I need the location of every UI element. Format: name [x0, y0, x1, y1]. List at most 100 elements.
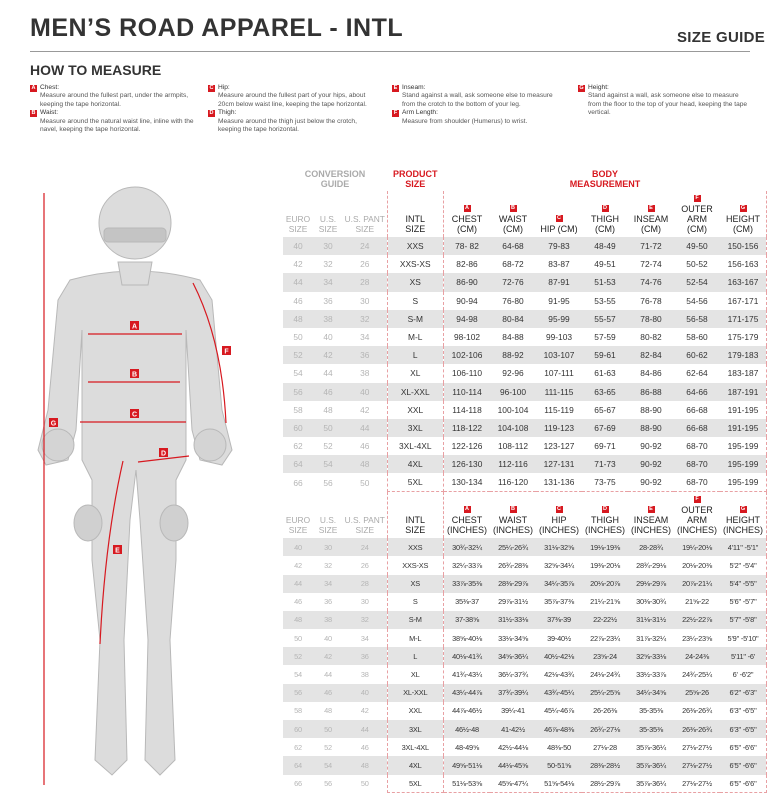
page-title: MEN’S ROAD APPAREL - INTL — [30, 14, 404, 42]
measurement-cell: 48-49⅝ — [455, 742, 479, 752]
intl-size-cell: S-M — [386, 610, 444, 630]
conversion-cell: 54 — [293, 368, 303, 379]
svg-text:D: D — [161, 451, 166, 458]
intl-size-cell: XXS-XS — [386, 556, 444, 575]
conversion-cell: 64 — [283, 756, 313, 775]
measurement-cell: 43¼-44⅞ — [443, 683, 490, 702]
measurement-cell: 26⅜-26¾ — [682, 706, 712, 716]
measurement-cell: 6'5" -6'6" — [720, 774, 767, 794]
column-label: CHEST (CM) — [451, 214, 483, 234]
conversion-cell: 48 — [323, 404, 333, 415]
conversion-cell: 32 — [323, 259, 333, 270]
svg-text:E: E — [115, 548, 120, 555]
measurement-cell: 32¼-33⅞ — [452, 560, 482, 570]
measurement-cell: 95-99 — [536, 309, 582, 328]
measurement-cell: 19⅜-20⅛ — [590, 560, 620, 570]
measurement-cell: 5'9" -5'10" — [720, 629, 767, 648]
conversion-cell: 36 — [324, 597, 332, 607]
measurement-cell: 69-71 — [594, 441, 616, 452]
conversion-cell: 48 — [343, 455, 387, 474]
label-D: D — [159, 448, 168, 458]
measurement-cell: 150-156 — [720, 237, 767, 256]
measurement-cell: 76-80 — [502, 295, 524, 306]
measurement-cell: 41¾-43¼ — [452, 670, 482, 680]
body-figure-illustration: A B C D E F G — [37, 186, 233, 785]
measurement-cell: 25¼-25⅝ — [582, 683, 628, 702]
measurement-cell: 37⅜-39 — [536, 610, 582, 630]
measurement-cell: 183-187 — [720, 364, 767, 383]
measurement-cell: 82-84 — [628, 346, 674, 365]
column-label: HEIGHT (INCHES) — [723, 515, 763, 536]
measurement-cell: 46½-48 — [443, 720, 490, 739]
conversion-cell: 36 — [343, 346, 387, 365]
measurement-cell: 6'5" -6'6" — [720, 738, 767, 757]
measurement-cell: 123-127 — [543, 441, 575, 452]
measurement-cell: 28½-29⅞ — [582, 774, 628, 794]
measurement-cell: 90-92 — [628, 473, 674, 493]
measurement-cell: 19⅛-19⅜ — [582, 538, 628, 557]
cm-header-row: EURO SIZE U.S. SIZE U.S. PANT SIZE INTL SIZ… — [283, 191, 767, 237]
measurement-cell: 39-40½ — [547, 633, 571, 643]
table-row: 62 52 46 3XL-4XL 122-126 108-112 123-127 69-71 9… — [283, 437, 767, 456]
measurement-cell: 5'2" -5'4" — [720, 556, 767, 575]
conversion-cell: 40 — [343, 683, 387, 702]
conversion-cell: 28 — [343, 273, 387, 292]
conversion-cell: 32 — [343, 309, 387, 328]
measurement-cell: 51-53 — [582, 273, 628, 292]
conversion-cell: 48 — [283, 309, 313, 328]
conversion-cell: 34 — [360, 633, 369, 643]
column-label: HIP (INCHES) — [539, 515, 579, 536]
measurement-cell: 32⅝-33⅛ — [628, 647, 674, 666]
measurement-cell: 115-119 — [544, 404, 574, 415]
instruction-column: G Height: Stand against a wall, ask someo… — [578, 84, 748, 118]
measurement-cell: 104-108 — [490, 418, 536, 438]
conversion-cell: 48 — [324, 706, 332, 716]
conversion-cell: 32 — [343, 610, 387, 630]
measurement-cell: 67-69 — [582, 418, 628, 438]
measurement-cell: 55-57 — [582, 309, 628, 328]
table-row: 62 52 46 3XL-4XL 48-49⅝ 42½-44⅛ 48⅜-50 27⅛-28 35… — [283, 738, 767, 757]
svg-text:A: A — [132, 324, 137, 331]
measurement-cell: 156-163 — [720, 255, 767, 274]
column-label: THIGH (INCHES) — [585, 515, 625, 536]
intl-size-cell: XXL — [386, 400, 444, 419]
measurement-cell: 34⅝-36¼ — [490, 647, 536, 666]
svg-text:C: C — [132, 412, 137, 419]
measurement-cell: 38⅝-40⅛ — [452, 633, 482, 643]
conversion-column-header: U.S. SIZE — [318, 214, 338, 234]
instruction-label: Hip: — [218, 84, 230, 91]
measurement-cell: 22½-22⅞ — [674, 610, 720, 630]
intl-size-cell: XL — [386, 665, 444, 684]
conversion-cell: 44 — [283, 273, 313, 292]
conversion-cell: 60 — [283, 418, 313, 438]
measurement-cell: 35⅞-36¼ — [628, 756, 674, 775]
measurement-cell: 35-35⅜ — [639, 706, 663, 716]
measurement-cell: 26-26⅜ — [593, 706, 617, 716]
measurement-cell: 114-118 — [452, 404, 482, 415]
measurement-cell: 31⅞-32¼ — [636, 633, 666, 643]
letter-badge: G — [578, 84, 585, 92]
measurement-cell: 35-35⅜ — [628, 720, 674, 739]
measurement-cell: 32⅝-34¼ — [544, 560, 574, 570]
conversion-cell: 58 — [293, 404, 303, 415]
conversion-cell: 30 — [360, 295, 370, 306]
measurement-cell: 68-72 — [502, 259, 524, 270]
conversion-column-header: U.S. SIZE — [318, 515, 338, 536]
conversion-cell: 46 — [360, 441, 370, 452]
letter-badge: E — [392, 84, 399, 92]
measurement-column-header: E INSEAM (INCHES) — [628, 492, 674, 539]
measurement-cell: 90-92 — [628, 455, 674, 474]
measurement-cell: 19¼-20⅛ — [674, 538, 720, 557]
measurement-cell: 88-90 — [628, 418, 674, 438]
column-label: INSEAM (INCHES) — [631, 515, 671, 536]
measurement-cell: 21⅝-22 — [685, 597, 709, 607]
measurement-cell: 28⅜-29⅞ — [490, 574, 536, 593]
measurement-column-header: A CHEST (INCHES) — [444, 492, 491, 539]
table-row: 58 48 42 XXL 44⅞-46½ 39¼-41 45¼-46⅞ 26-26⅜ 35-35… — [283, 701, 767, 720]
measurement-column-header: B WAIST (CM) — [490, 191, 536, 237]
measurement-cell: 118-122 — [443, 418, 490, 438]
conversion-cell: 50 — [360, 779, 369, 789]
conversion-cell: 52 — [323, 441, 333, 452]
measurement-cell: 45⅝-47¼ — [490, 774, 536, 794]
intl-size-cell: 4XL — [386, 455, 444, 474]
